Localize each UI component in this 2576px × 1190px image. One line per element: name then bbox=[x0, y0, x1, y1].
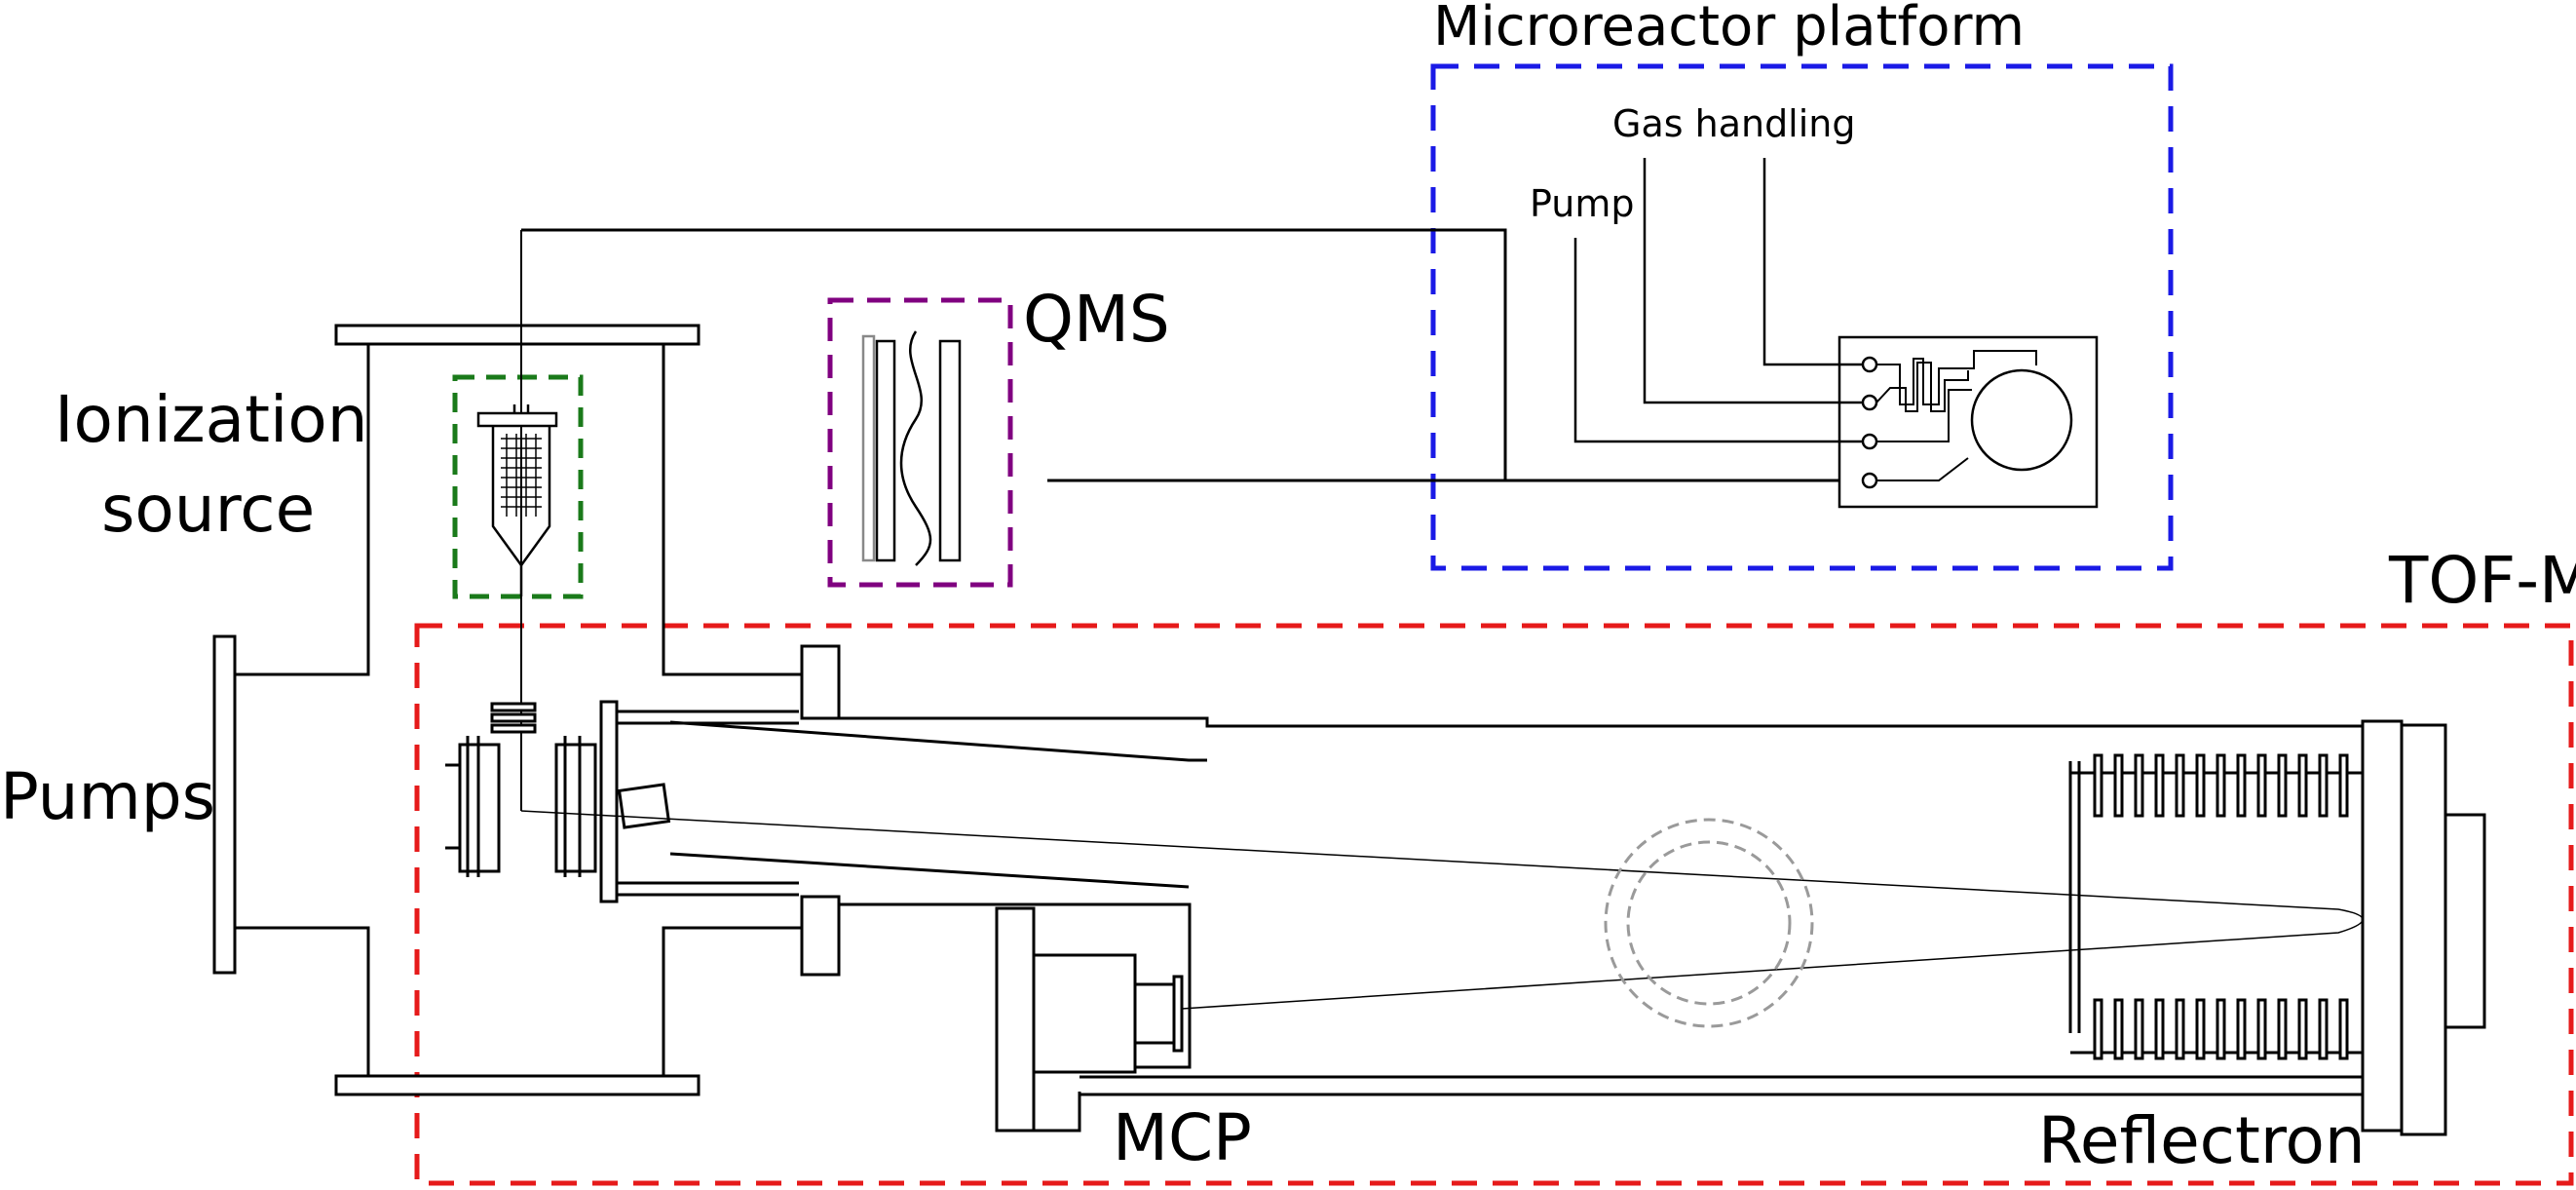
qms-rods bbox=[861, 330, 962, 566]
tof-ms-label: TOF-MS bbox=[2388, 543, 2576, 618]
reflectron-electrode bbox=[2318, 998, 2329, 1060]
pump-label: Pump bbox=[1530, 182, 1634, 225]
reflectron-electrode bbox=[2134, 753, 2144, 818]
top-flange bbox=[334, 324, 701, 346]
tube-outer-upper bbox=[839, 716, 2363, 728]
transfer-line-top bbox=[521, 228, 1507, 480]
reflectron-electrode bbox=[2093, 753, 2103, 818]
reflectron-electrode bbox=[2236, 753, 2247, 818]
reflectron-electrode bbox=[2195, 753, 2206, 818]
reflectron-electrode bbox=[2277, 753, 2288, 818]
ion-focus-circle-inner bbox=[1626, 840, 1792, 1006]
reflectron-electrode bbox=[2175, 998, 2185, 1060]
chamber-wall-left bbox=[235, 344, 370, 1076]
reflectron-electrode bbox=[2277, 998, 2288, 1060]
tube-bottom bbox=[1080, 1075, 2365, 1096]
reflectron-electrode bbox=[2297, 753, 2308, 818]
gas-line-2 bbox=[1643, 158, 1863, 404]
tube-inner-upper bbox=[669, 720, 1207, 762]
ionization-label-line1: Ionization bbox=[55, 382, 368, 457]
vacuum-chamber bbox=[212, 324, 802, 1096]
gas-handling-label: Gas handling bbox=[1612, 102, 1856, 145]
tube-flange-upper bbox=[800, 644, 841, 720]
ionization-label-line2: source bbox=[101, 472, 315, 547]
reflectron-electrode bbox=[2175, 753, 2185, 818]
qms-region-box bbox=[827, 297, 1013, 588]
microreactor-platform-label: Microreactor platform bbox=[1433, 0, 2025, 58]
bottom-flange bbox=[334, 1074, 701, 1096]
reflectron-electrode bbox=[2195, 998, 2206, 1060]
reflectron-electrode bbox=[2093, 998, 2103, 1060]
microreactor-chip bbox=[1573, 158, 2099, 509]
microreactor-region-box bbox=[1430, 63, 2174, 571]
reflectron-electrode bbox=[2134, 998, 2144, 1060]
qms-label: QMS bbox=[1023, 282, 1170, 357]
reflectron-electrode bbox=[2338, 753, 2349, 818]
reflectron-electrode bbox=[2113, 998, 2124, 1060]
reflectron-electrode bbox=[2256, 753, 2267, 818]
pump-line bbox=[1573, 238, 1863, 443]
reflectron bbox=[2068, 719, 2486, 1136]
flight-tube bbox=[669, 644, 2365, 1096]
ion-focus-circle-outer bbox=[1604, 818, 1814, 1028]
pump-flange bbox=[212, 634, 237, 975]
tube-inner-lower bbox=[669, 852, 1190, 889]
reflectron-electrode bbox=[2216, 998, 2226, 1060]
reflectron-electrode bbox=[2236, 998, 2247, 1060]
tof-ms-region-box bbox=[414, 623, 2574, 1186]
pumps-label: Pumps bbox=[0, 759, 215, 834]
reflectron-electrode bbox=[2154, 998, 2165, 1060]
chamber-wall-right bbox=[662, 344, 802, 1076]
reflectron-electrodes-upper bbox=[2093, 753, 2349, 818]
reflectron-electrode bbox=[2256, 998, 2267, 1060]
ionization-source-part bbox=[476, 404, 558, 596]
extraction-stack bbox=[445, 700, 799, 903]
reflectron-electrode bbox=[2297, 998, 2308, 1060]
mcp-detector bbox=[995, 906, 1184, 1132]
reactor-chamber bbox=[1970, 368, 2073, 472]
reflectron-electrodes-lower bbox=[2093, 998, 2349, 1060]
reflectron-electrode bbox=[2338, 998, 2349, 1060]
reflectron-electrode bbox=[2318, 753, 2329, 818]
reflectron-electrode bbox=[2113, 753, 2124, 818]
reflectron-electrode bbox=[2216, 753, 2226, 818]
gas-line-1 bbox=[1762, 158, 1863, 366]
ion-flight-path bbox=[520, 810, 2364, 1028]
ionization-region-box bbox=[452, 374, 584, 599]
mcp-label: MCP bbox=[1113, 1100, 1252, 1175]
reflectron-electrode bbox=[2154, 753, 2165, 818]
reflectron-label: Reflectron bbox=[2038, 1103, 2366, 1178]
tube-flange-lower bbox=[800, 895, 841, 977]
